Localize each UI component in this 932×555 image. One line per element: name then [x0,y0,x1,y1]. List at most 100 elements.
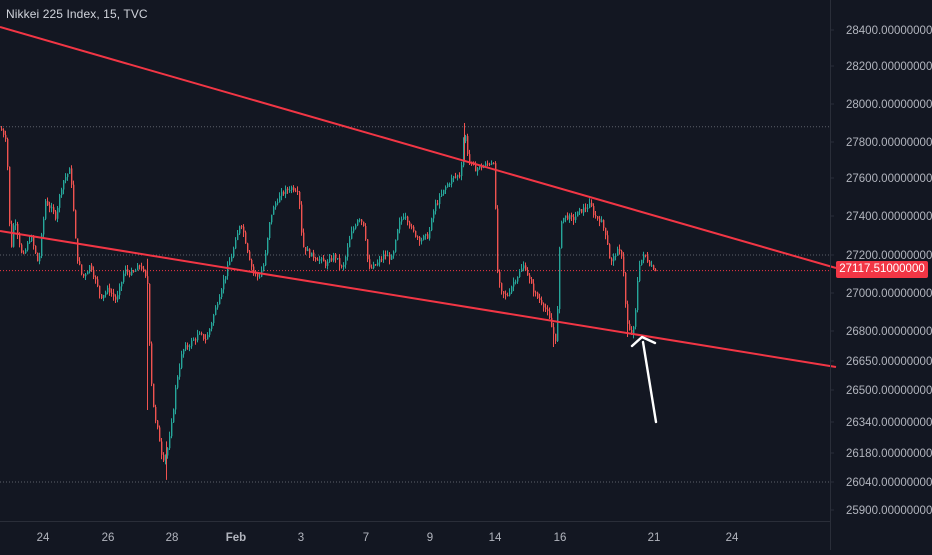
candle-body [207,334,209,340]
upper-trendline[interactable] [0,26,837,269]
candle-body [437,203,439,205]
candle-body [219,297,221,305]
time-tick-label: 28 [166,532,179,544]
candle-body [315,257,317,260]
candle-body [435,203,437,212]
candle-body [465,136,467,142]
candle-body [185,345,187,350]
candle-body [467,136,469,155]
candle-body [479,166,481,169]
candle-body [223,279,225,290]
candle-body [491,163,493,165]
candle-body [289,190,291,192]
candle-body [161,441,163,455]
candle-body [391,255,393,260]
candle-body [59,195,61,208]
price-tick-label: 26500.00000000 [846,385,932,397]
candle-body [9,166,11,224]
candle-body [247,243,249,252]
candle-body [167,448,169,456]
candle-body [269,222,271,239]
candle-body [101,294,103,299]
arrow-annotation[interactable] [630,335,658,424]
candle-body [117,295,119,300]
candle-body [195,339,197,341]
candle-body [433,211,435,219]
candle-body [409,222,411,227]
candle-body [383,254,385,260]
candle-body [645,254,647,257]
candle-body [27,242,29,250]
lower-trendline[interactable] [0,230,837,368]
candle-body [217,304,219,308]
candle-body [575,216,577,221]
symbol-title[interactable]: Nikkei 225 Index, 15, TVC [6,7,148,21]
candle-body [371,267,373,269]
candle-body [459,175,461,177]
candle-body [319,259,321,261]
time-axis[interactable]: 24 26 28 Feb 3 7 9 14 16 21 24 [0,521,830,545]
candle-body [623,256,625,273]
price-tick-label: 26040.00000000 [846,477,932,489]
candle-body [99,285,101,295]
candle-body [463,141,465,166]
candle-body [545,307,547,310]
candle-body [229,261,231,266]
candle-body [399,221,401,230]
candle-body [647,256,649,262]
candle-body [305,247,307,252]
candle-body [449,183,451,185]
candle-body [469,154,471,162]
price-tick-label: 26340.00000000 [846,417,932,429]
candle-body [181,354,183,368]
candle-body [423,235,425,240]
candle-body [549,311,551,318]
candle-body [165,455,167,461]
candle-body [421,239,423,242]
time-tick-label: 24 [37,532,50,544]
candle-body [93,269,95,277]
candle-body [283,191,285,195]
candle-body [47,201,49,206]
price-tick-label: 27400.00000000 [846,211,932,223]
candle-body [633,326,635,334]
candle-body [597,216,599,219]
candle-body [519,271,521,278]
candle-body [281,191,283,196]
candle-body [85,274,87,277]
candle-body [237,233,239,241]
candle-body [291,187,293,191]
price-axis[interactable]: 28400.00000000 28200.00000000 28000.000000… [830,0,932,550]
candle-body [631,329,633,334]
candle-body [89,265,91,272]
candle-body [649,261,651,266]
candle-body [227,265,229,277]
candle-body [523,265,525,269]
candle-body [277,202,279,204]
candle-body [187,345,189,347]
candle-body [177,376,179,388]
candle-body [21,244,23,253]
candle-body [215,307,217,315]
price-tick-label: 28400.00000000 [846,25,932,37]
candle-body [511,286,513,293]
candle-body [365,226,367,240]
candle-body [235,240,237,249]
candle-body [333,254,335,261]
candle-body [431,218,433,231]
time-tick-label: 7 [363,532,369,544]
candle-body [377,262,379,266]
candle-body [643,254,645,260]
candle-body [13,225,15,247]
candle-body [73,184,75,211]
candle-body [251,260,253,267]
candle-body [625,272,627,305]
candle-body [385,254,387,257]
candle-body [225,276,227,280]
candle-body [439,196,441,205]
candle-body [351,231,353,239]
candle-body [121,281,123,287]
candle-body [307,249,309,252]
